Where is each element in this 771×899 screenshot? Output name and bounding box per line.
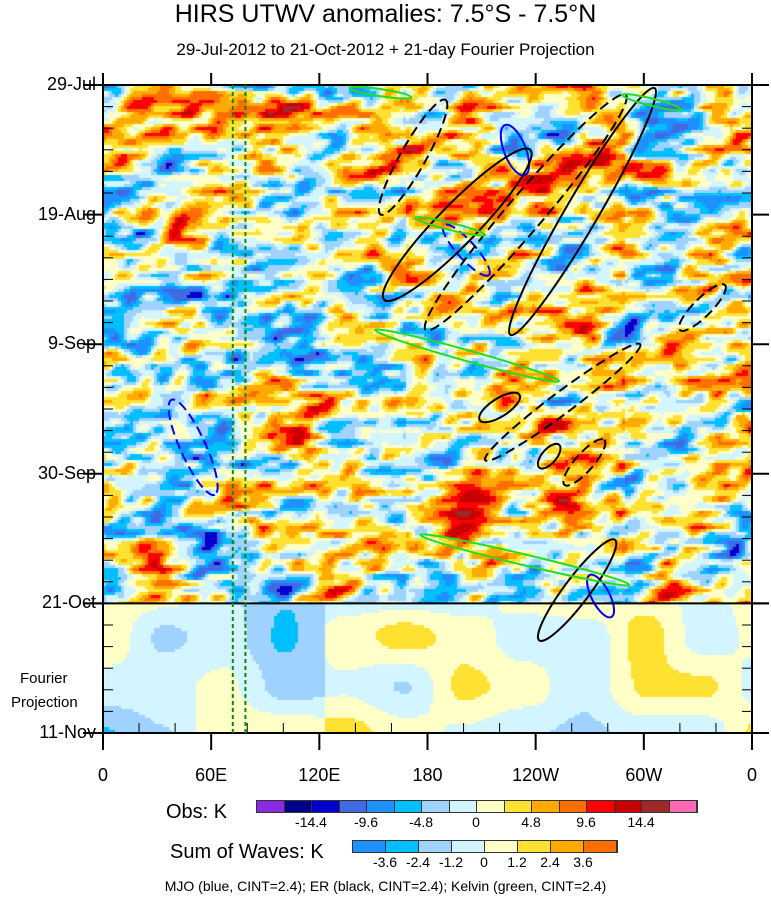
colorbar-swatch — [518, 841, 551, 852]
y-tick-label: 21-Oct — [41, 592, 96, 613]
obs-colorbar-label: Obs: K — [166, 801, 228, 823]
colorbar-swatch — [477, 801, 505, 812]
colorbar-label: -2.4 — [405, 854, 431, 870]
colorbar-label: 1.2 — [507, 854, 527, 870]
colorbar-label: 9.6 — [576, 814, 596, 830]
mjo-contour — [586, 573, 616, 619]
colorbar-label: 3.6 — [573, 854, 593, 870]
waves-colorbar — [352, 840, 618, 853]
mjo-contour — [499, 123, 531, 177]
colorbar-label: -14.4 — [295, 814, 327, 830]
colorbar-swatch — [532, 801, 560, 812]
footnote: MJO (blue, CINT=2.4); ER (black, CINT=2.… — [164, 878, 607, 894]
colorbar-label: 4.8 — [521, 814, 541, 830]
er-contour — [381, 147, 533, 303]
er-contour — [678, 283, 727, 332]
colorbar-swatch — [485, 841, 518, 852]
kelvin-contour — [419, 533, 631, 587]
colorbar-swatch — [284, 801, 312, 812]
chart-title: HIRS UTWV anomalies: 7.5°S - 7.5°N — [174, 0, 597, 28]
x-tick-label: 60E — [195, 765, 228, 785]
colorbar-swatch — [257, 801, 285, 812]
colorbar-swatch — [559, 801, 587, 812]
colorbar-swatch — [312, 801, 340, 812]
plot-frame — [102, 84, 753, 734]
colorbar-swatch — [551, 841, 584, 852]
x-tick-label: 0 — [97, 765, 109, 785]
colorbar-swatch — [452, 841, 485, 852]
colorbar-label: 14.4 — [627, 814, 655, 830]
colorbar-swatch — [353, 841, 386, 852]
colorbar-label: 2.4 — [540, 854, 560, 870]
colorbar-label: 0 — [472, 814, 480, 830]
colorbar-label: -3.6 — [372, 854, 398, 870]
colorbar-swatch — [367, 801, 395, 812]
colorbar-label: -9.6 — [353, 814, 379, 830]
colorbar-swatch — [394, 801, 422, 812]
x-tick-label: 120E — [298, 765, 341, 785]
y-tick-label: 9-Sep — [47, 333, 96, 354]
colorbar-label: -1.2 — [438, 854, 464, 870]
kelvin-contour — [374, 328, 561, 383]
obs-colorbar — [256, 800, 698, 813]
er-contour — [562, 438, 607, 487]
colorbar-swatch — [449, 801, 477, 812]
colorbar-swatch — [419, 841, 452, 852]
colorbar-swatch — [614, 801, 642, 812]
x-tick-label: 0 — [746, 765, 758, 785]
er-contour — [483, 342, 642, 462]
projection-label: Fourier — [20, 670, 68, 687]
mjo-contour — [441, 223, 491, 277]
er-contour — [536, 442, 562, 470]
colorbar-swatch — [669, 801, 697, 812]
y-tick-label: 11-Nov — [39, 722, 96, 742]
colorbar-label: -4.8 — [408, 814, 434, 830]
colorbar-swatch — [386, 841, 419, 852]
colorbar-swatch — [504, 801, 532, 812]
kelvin-contour — [621, 93, 683, 112]
colorbar-swatch — [584, 841, 617, 852]
x-tick-label: 60W — [625, 765, 663, 785]
anomaly-field — [103, 85, 752, 733]
waves-colorbar-label: Sum of Waves: K — [170, 841, 324, 863]
y-tick-label: 19-Aug — [37, 203, 96, 224]
colorbar-swatch — [642, 801, 670, 812]
chart-subtitle: 29-Jul-2012 to 21-Oct-2012 + 21-day Four… — [176, 40, 595, 59]
colorbar-swatch — [587, 801, 615, 812]
er-contour — [478, 391, 522, 424]
er-contour — [508, 86, 657, 337]
er-contour — [377, 98, 449, 216]
y-tick-label: 29-Jul — [46, 74, 96, 94]
mjo-contour — [167, 398, 219, 497]
er-contour — [423, 93, 628, 332]
colorbar-swatch — [422, 801, 450, 812]
y-tick-label: 30-Sep — [37, 462, 96, 483]
kelvin-contour — [413, 216, 487, 237]
colorbar-swatch — [339, 801, 367, 812]
kelvin-contour — [348, 85, 413, 100]
x-tick-label: 120W — [512, 765, 560, 785]
projection-label: Projection — [11, 694, 78, 711]
x-tick-label: 180 — [412, 765, 443, 785]
colorbar-label: 0 — [480, 854, 488, 870]
er-contour — [536, 538, 618, 642]
